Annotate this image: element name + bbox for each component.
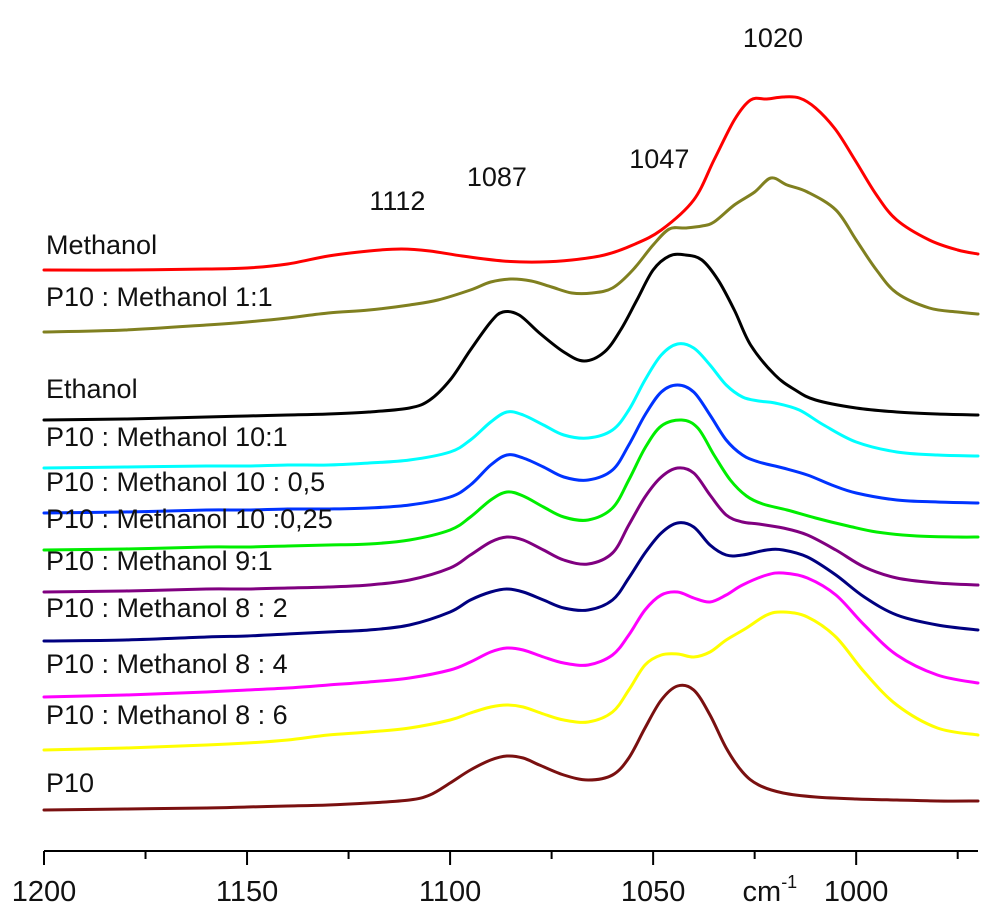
peak-label-1087: 1087 — [467, 162, 527, 192]
peak-label-1020: 1020 — [743, 23, 803, 53]
x-tick-label: 1000 — [824, 876, 889, 908]
series-label-p10-methanol-10-1: P10 : Methanol 10:1 — [46, 422, 288, 452]
series-line-p10-methanol-8-2 — [42, 521, 980, 643]
series-line-methanol — [42, 95, 980, 272]
series-line-p10-methanol-8-6 — [42, 610, 980, 752]
series-line-p10-methanol-1-1 — [42, 176, 980, 334]
x-tick-label: 1200 — [12, 876, 77, 908]
peak-annotations: 1112 1087 1047 1020 — [369, 23, 803, 216]
series-label-p10-methanol-8-6: P10 : Methanol 8 : 6 — [46, 700, 288, 730]
series-line-p10-methanol-10-0-25 — [42, 418, 980, 552]
x-axis: 1200 1150 1100 1050 1000 cm-1 — [12, 850, 978, 908]
series-lines — [42, 95, 980, 812]
series-label-p10: P10 — [46, 768, 94, 798]
series-line-p10 — [42, 683, 980, 812]
series-label-p10-methanol-9-1: P10 : Methanol 9:1 — [46, 546, 273, 576]
series-line-p10-methanol-10-1 — [42, 342, 980, 470]
series-label-p10-methanol-1-1: P10 : Methanol 1:1 — [46, 282, 273, 312]
series-label-p10-methanol-8-2: P10 : Methanol 8 : 2 — [46, 593, 288, 623]
series-label-p10-methanol-10-0-25: P10 : Methanol 10 :0,25 — [46, 504, 333, 534]
x-tick-label: 1100 — [419, 876, 481, 908]
x-axis-unit-label: cm-1 — [743, 872, 798, 908]
series-labels: Methanol P10 : Methanol 1:1 Ethanol P10 : M… — [46, 230, 333, 798]
series-label-methanol: Methanol — [46, 230, 157, 260]
x-tick-label: 1050 — [621, 876, 686, 908]
series-label-p10-methanol-8-4: P10 : Methanol 8 : 4 — [46, 649, 288, 679]
series-line-p10-methanol-10-0-5 — [42, 383, 980, 515]
peak-label-1112: 1112 — [369, 186, 425, 216]
series-line-p10-methanol-9-1 — [42, 466, 980, 594]
x-tick-label: 1150 — [216, 876, 278, 908]
series-line-p10-methanol-8-4 — [42, 571, 980, 699]
series-label-ethanol: Ethanol — [46, 374, 138, 404]
peak-label-1047: 1047 — [629, 144, 689, 174]
x-axis-ticks: 1200 1150 1100 1050 1000 — [12, 851, 959, 908]
series-label-p10-methanol-10-0-5: P10 : Methanol 10 : 0,5 — [46, 467, 325, 497]
series-line-ethanol — [42, 252, 980, 422]
